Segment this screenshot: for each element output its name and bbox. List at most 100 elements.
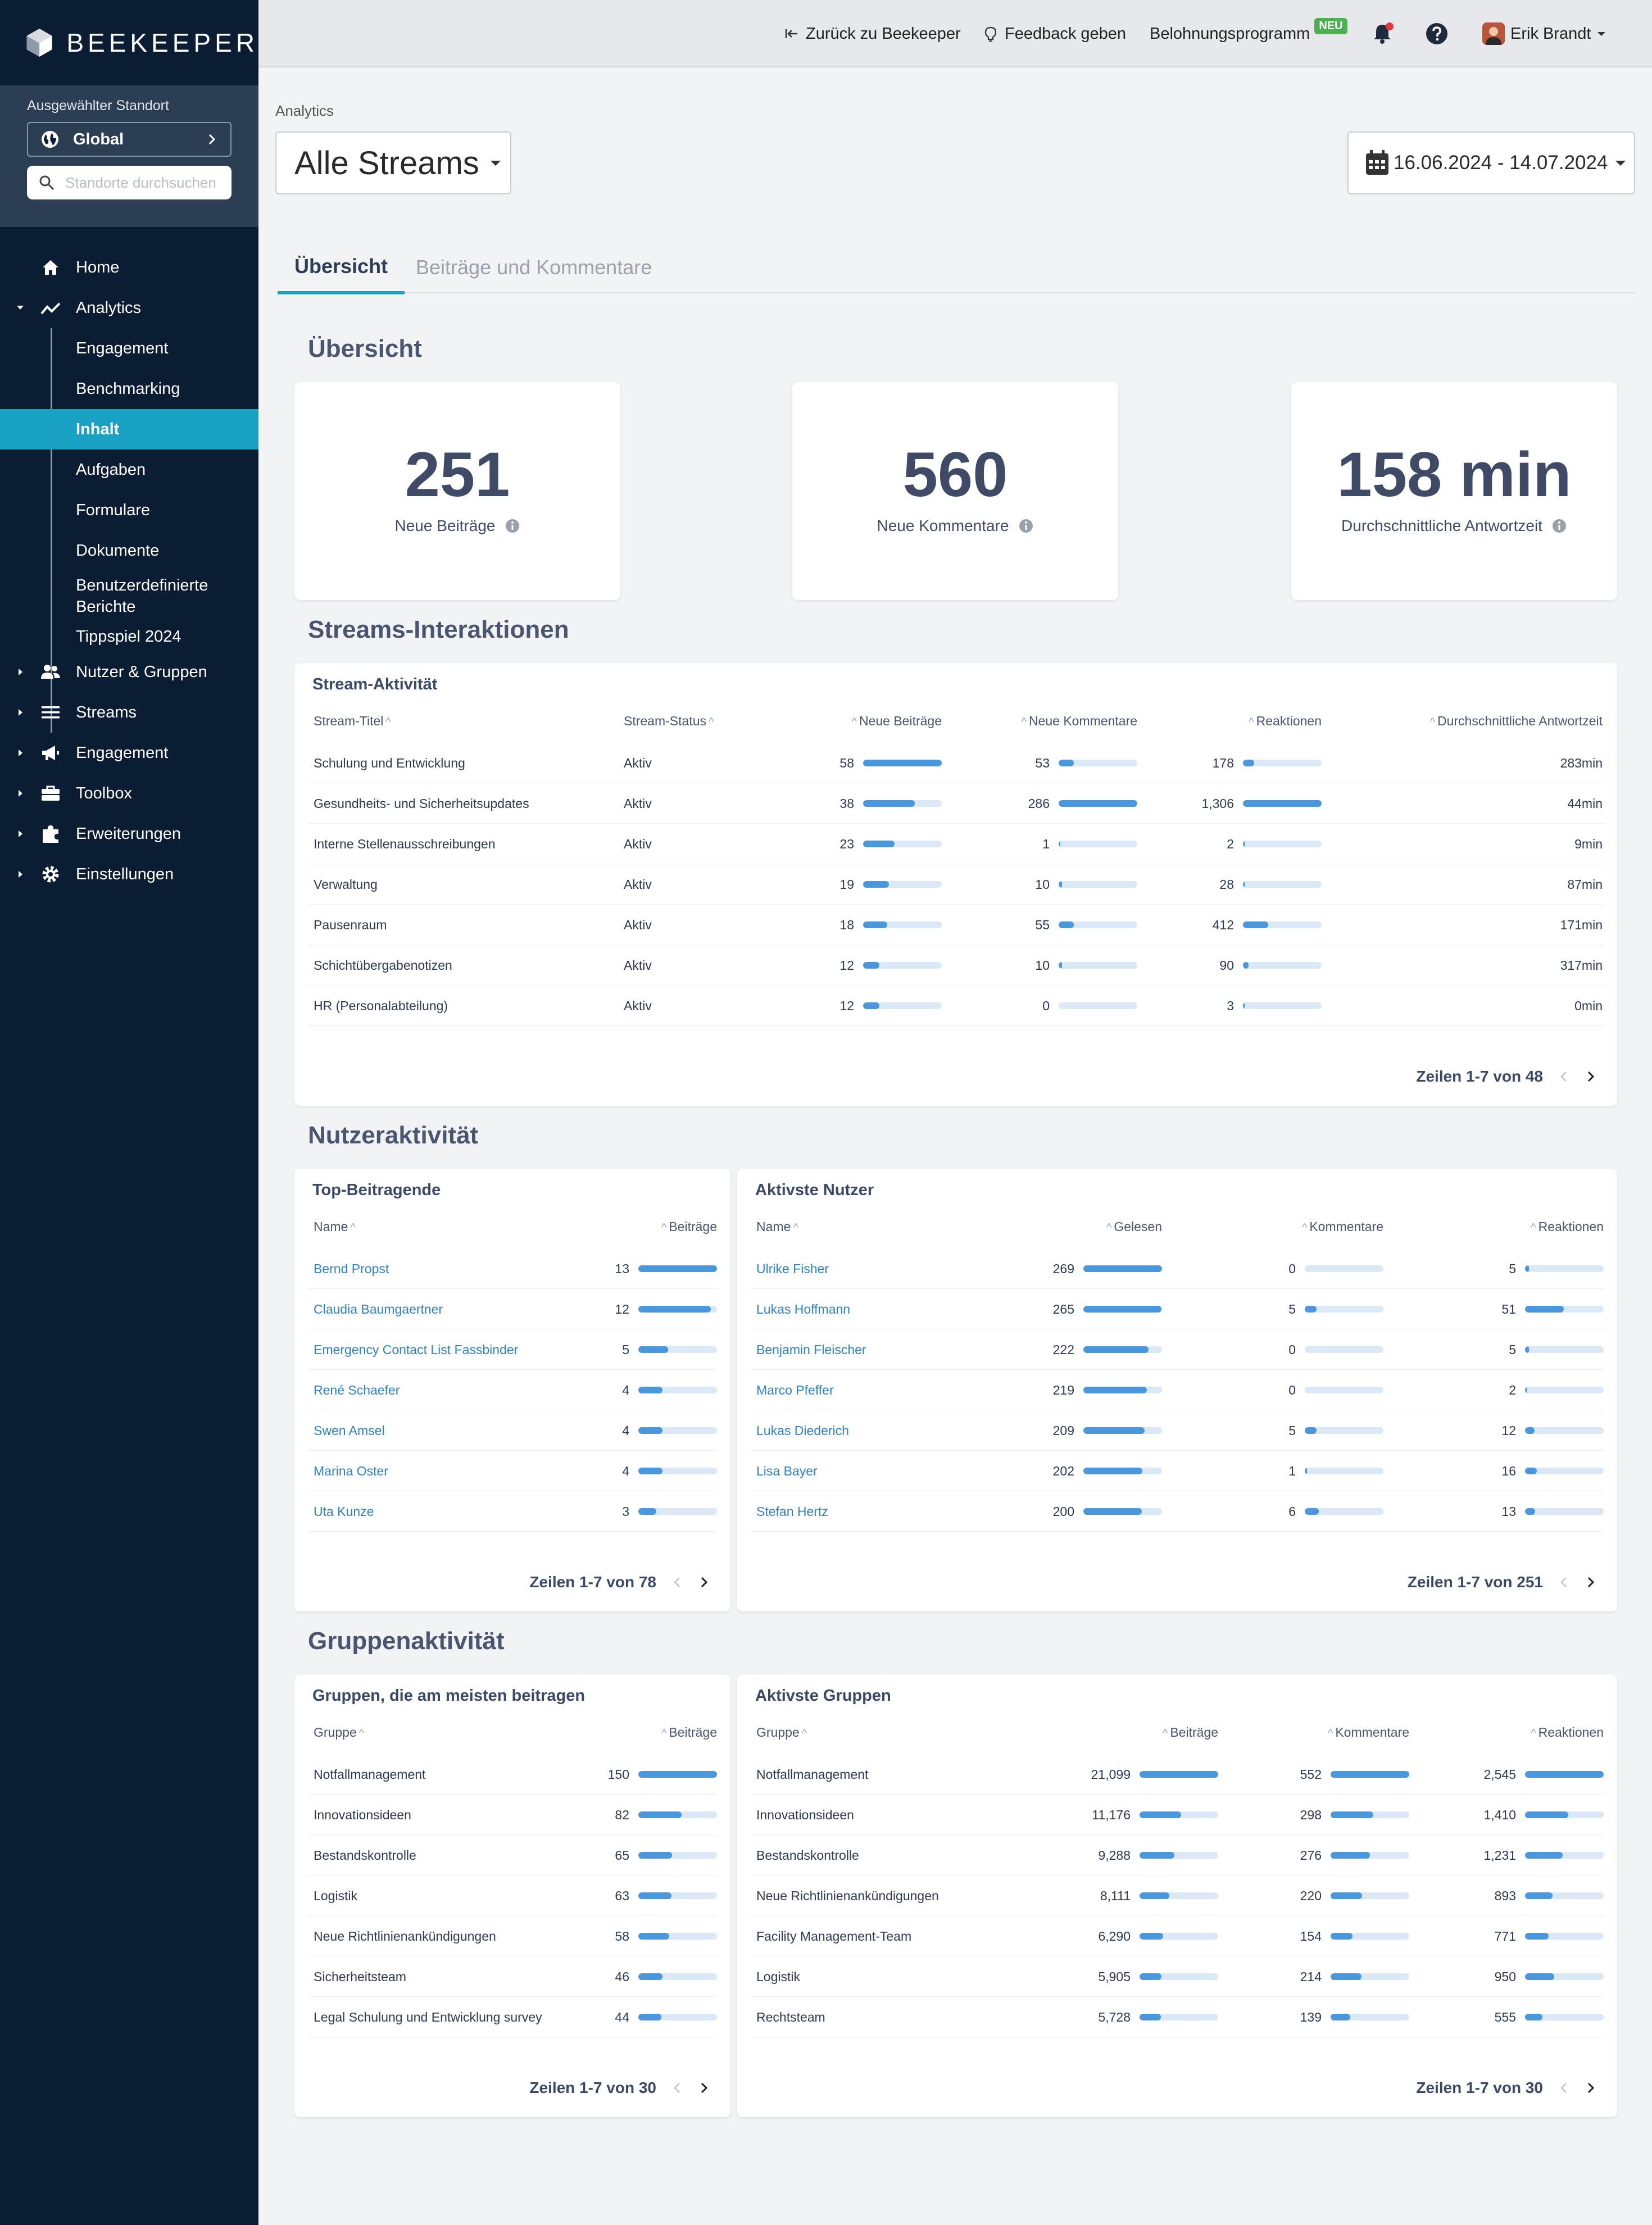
group-posts-bar — [638, 1892, 717, 1899]
rewards-link[interactable]: Belohnungsprogramm NEU — [1150, 0, 1347, 67]
site-search[interactable] — [27, 166, 233, 199]
nav-analytics-content[interactable]: Inhalt — [0, 409, 258, 449]
nav-analytics[interactable]: Analytics — [0, 288, 258, 328]
user-name[interactable]: Benjamin Fleischer — [756, 1342, 866, 1357]
column-header[interactable]: ^ Reaktionen — [1528, 1725, 1604, 1740]
stream-select[interactable]: Alle Streams — [275, 131, 511, 194]
nav-analytics-label: Analytics — [76, 298, 142, 317]
info-icon[interactable] — [505, 518, 520, 534]
group-reactions-bar — [1525, 1973, 1604, 1980]
nav-users-groups[interactable]: Nutzer & Gruppen — [0, 652, 258, 692]
user-reactions-bar — [1525, 1306, 1604, 1313]
info-icon[interactable] — [1551, 518, 1567, 534]
nav-home[interactable]: Home — [0, 247, 258, 288]
nav-analytics-tippspiel[interactable]: Tippspiel 2024 — [76, 627, 181, 646]
chevron-left-icon[interactable] — [1558, 2082, 1570, 2094]
bar-fill — [1331, 1852, 1370, 1859]
chevron-left-icon[interactable] — [671, 2082, 683, 2094]
contributor-name[interactable]: Emergency Contact List Fassbinder — [314, 1342, 519, 1357]
feedback-link[interactable]: Feedback geben — [982, 0, 1126, 67]
column-header[interactable]: Name ^ — [314, 1219, 358, 1234]
date-range-value: 16.06.2024 - 14.07.2024 — [1394, 152, 1608, 174]
contributor-posts-bar — [638, 1508, 717, 1515]
nav-streams[interactable]: Streams — [0, 692, 258, 733]
column-header[interactable]: ^ Neue Beiträge — [850, 714, 942, 729]
nav-toolbox[interactable]: Toolbox — [0, 773, 258, 814]
column-header[interactable]: ^ Kommentare — [1326, 1725, 1409, 1740]
nav-analytics-documents[interactable]: Dokumente — [76, 541, 160, 560]
column-header[interactable]: ^ Kommentare — [1300, 1219, 1383, 1234]
user-comments-bar — [1305, 1387, 1383, 1393]
bar-fill — [638, 1387, 663, 1393]
column-header[interactable]: Stream-Titel ^ — [314, 714, 393, 729]
nav-settings[interactable]: Einstellungen — [0, 854, 258, 894]
user-name[interactable]: Lukas Diederich — [756, 1423, 849, 1438]
nav-analytics-tasks[interactable]: Aufgaben — [76, 460, 146, 479]
column-header[interactable]: Gruppe ^ — [756, 1725, 809, 1740]
contributor-name[interactable]: Bernd Propst — [314, 1261, 389, 1276]
rewards-label: Belohnungsprogramm — [1150, 24, 1310, 43]
chevron-right-icon[interactable] — [1585, 2082, 1597, 2094]
column-header[interactable]: ^ Gelesen — [1104, 1219, 1162, 1234]
table-row: Bestandskontrolle 65 — [308, 1835, 717, 1876]
bar-fill — [1083, 1508, 1142, 1515]
card-title: Top-Beitragende — [312, 1181, 441, 1199]
back-to-beekeeper-link[interactable]: Zurück zu Beekeeper — [783, 0, 961, 67]
chevron-right-icon[interactable] — [698, 2082, 710, 2094]
help-button[interactable] — [1425, 0, 1454, 67]
contributor-name[interactable]: Swen Amsel — [314, 1423, 385, 1438]
user-name[interactable]: Ulrike Fisher — [756, 1261, 829, 1276]
chevron-right-icon[interactable] — [1585, 1576, 1597, 1588]
stream-comments: 53 — [1035, 755, 1050, 770]
column-header[interactable]: ^ Neue Kommentare — [1019, 714, 1137, 729]
column-header[interactable]: Gruppe ^ — [314, 1725, 366, 1740]
site-search-input[interactable] — [64, 173, 233, 192]
tab-posts-comments[interactable]: Beiträge und Kommentare — [416, 256, 652, 279]
user-name[interactable]: Marco Pfeffer — [756, 1382, 834, 1397]
user-name[interactable]: Lisa Bayer — [756, 1463, 818, 1478]
nav-analytics-forms[interactable]: Formulare — [76, 501, 151, 519]
notifications-button[interactable] — [1371, 0, 1401, 67]
column-header[interactable]: ^ Beiträge — [659, 1725, 717, 1740]
stream-comments: 0 — [1042, 998, 1050, 1013]
contributor-name[interactable]: Marina Oster — [314, 1463, 388, 1478]
info-icon[interactable] — [1018, 518, 1034, 534]
column-header[interactable]: ^ Beiträge — [1160, 1725, 1218, 1740]
group-comments: 214 — [1300, 1969, 1322, 1984]
nav-analytics-custom-reports[interactable]: Benutzerdefinierte Berichte — [76, 576, 208, 616]
column-header[interactable]: ^ Durchschnittliche Antwortzeit — [1428, 714, 1603, 729]
chevron-right-icon[interactable] — [1585, 1070, 1597, 1083]
user-name[interactable]: Lukas Hoffmann — [756, 1301, 851, 1316]
tab-overview[interactable]: Übersicht — [278, 242, 405, 294]
group-posts-bar — [638, 2014, 717, 2020]
group-posts-bar — [638, 1852, 717, 1859]
group-name: Notfallmanagement — [314, 1767, 426, 1782]
chevron-left-icon[interactable] — [1558, 1070, 1570, 1083]
bar-fill — [1243, 962, 1249, 969]
contributor-name[interactable]: Claudia Baumgaertner — [314, 1301, 443, 1316]
column-header[interactable]: Name ^ — [756, 1219, 801, 1234]
user-name[interactable]: Stefan Hertz — [756, 1504, 828, 1519]
column-header[interactable]: ^ Beiträge — [659, 1219, 717, 1234]
stream-reactions: 28 — [1219, 877, 1234, 892]
site-select[interactable]: Global — [27, 122, 232, 157]
chevron-right-icon[interactable] — [698, 1576, 710, 1588]
column-header[interactable]: Stream-Status ^ — [624, 714, 716, 729]
nav-extensions[interactable]: Erweiterungen — [0, 814, 258, 854]
nav-engagement[interactable]: Engagement — [0, 733, 258, 773]
column-header[interactable]: ^ Reaktionen — [1246, 714, 1322, 729]
bar-fill — [1331, 1811, 1373, 1818]
column-header[interactable]: ^ Reaktionen — [1528, 1219, 1604, 1234]
kpi-value: 251 — [405, 439, 510, 510]
bar-fill — [1525, 2014, 1542, 2020]
brand[interactable]: BEEKEEPER — [0, 0, 258, 85]
chevron-left-icon[interactable] — [671, 1576, 683, 1588]
contributor-name[interactable]: Uta Kunze — [314, 1504, 374, 1519]
nav-analytics-engagement[interactable]: Engagement — [76, 339, 169, 357]
user-menu[interactable]: Erik Brandt — [1482, 0, 1606, 67]
nav-analytics-benchmarking[interactable]: Benchmarking — [76, 379, 180, 398]
date-range-select[interactable]: 16.06.2024 - 14.07.2024 — [1347, 131, 1635, 194]
bar-fill — [1305, 1306, 1317, 1313]
chevron-left-icon[interactable] — [1558, 1576, 1570, 1588]
contributor-name[interactable]: René Schaefer — [314, 1382, 400, 1397]
